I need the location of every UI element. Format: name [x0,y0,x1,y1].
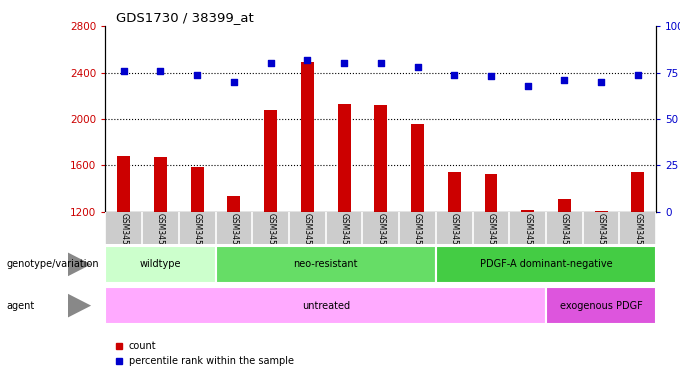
Bar [265,110,277,212]
Bar [558,199,571,212]
Text: GSM34583: GSM34583 [339,213,349,255]
Polygon shape [68,294,91,317]
Bar [485,174,497,212]
Text: agent: agent [7,301,35,310]
Point [302,57,313,63]
Text: neo-resistant: neo-resistant [294,260,358,269]
Bar [595,211,607,212]
Text: GSM34584: GSM34584 [376,213,386,255]
Point [559,77,570,83]
Bar [632,172,644,212]
Bar [228,196,240,212]
Bar [301,62,313,212]
Point [228,79,239,85]
Text: GSM34582: GSM34582 [303,213,312,255]
Text: wildtype: wildtype [139,260,182,269]
Point [632,72,643,78]
Text: untreated: untreated [302,301,350,310]
Text: GSM34581: GSM34581 [266,213,275,255]
Text: genotype/variation: genotype/variation [7,260,99,269]
Point [339,60,350,66]
Polygon shape [68,253,91,276]
Text: GSM34592: GSM34592 [119,213,129,255]
Point [486,74,496,80]
Text: exogenous PDGF: exogenous PDGF [560,301,643,310]
Bar [546,287,656,324]
Text: GSM34590: GSM34590 [596,213,606,255]
Point [596,79,607,85]
Bar [522,210,534,212]
Text: GDS1730 / 38399_at: GDS1730 / 38399_at [116,11,254,24]
Point [265,60,276,66]
Point [375,60,386,66]
Text: GSM34593: GSM34593 [156,213,165,255]
Text: GSM34588: GSM34588 [523,213,532,255]
Bar [105,246,216,283]
Text: GSM34580: GSM34580 [229,213,239,255]
Text: GSM34585: GSM34585 [413,213,422,255]
Text: GSM34589: GSM34589 [560,213,569,255]
Point [412,64,423,70]
Bar [154,158,167,212]
Text: GSM34586: GSM34586 [449,213,459,255]
Bar [191,166,203,212]
Bar [436,246,656,283]
Text: PDGF-A dominant-negative: PDGF-A dominant-negative [479,260,613,269]
Bar [216,246,436,283]
Bar [338,104,350,212]
Point [192,72,203,78]
Bar [448,172,460,212]
Text: GSM34594: GSM34594 [192,213,202,255]
Bar [118,156,130,212]
Bar [411,124,424,212]
Point [449,72,460,78]
Point [522,82,533,88]
Bar [375,105,387,212]
Point [155,68,166,74]
Legend: count, percentile rank within the sample: count, percentile rank within the sample [110,338,298,370]
Bar [105,287,546,324]
Text: GSM34587: GSM34587 [486,213,496,255]
Text: GSM34591: GSM34591 [633,213,643,255]
Point [118,68,129,74]
